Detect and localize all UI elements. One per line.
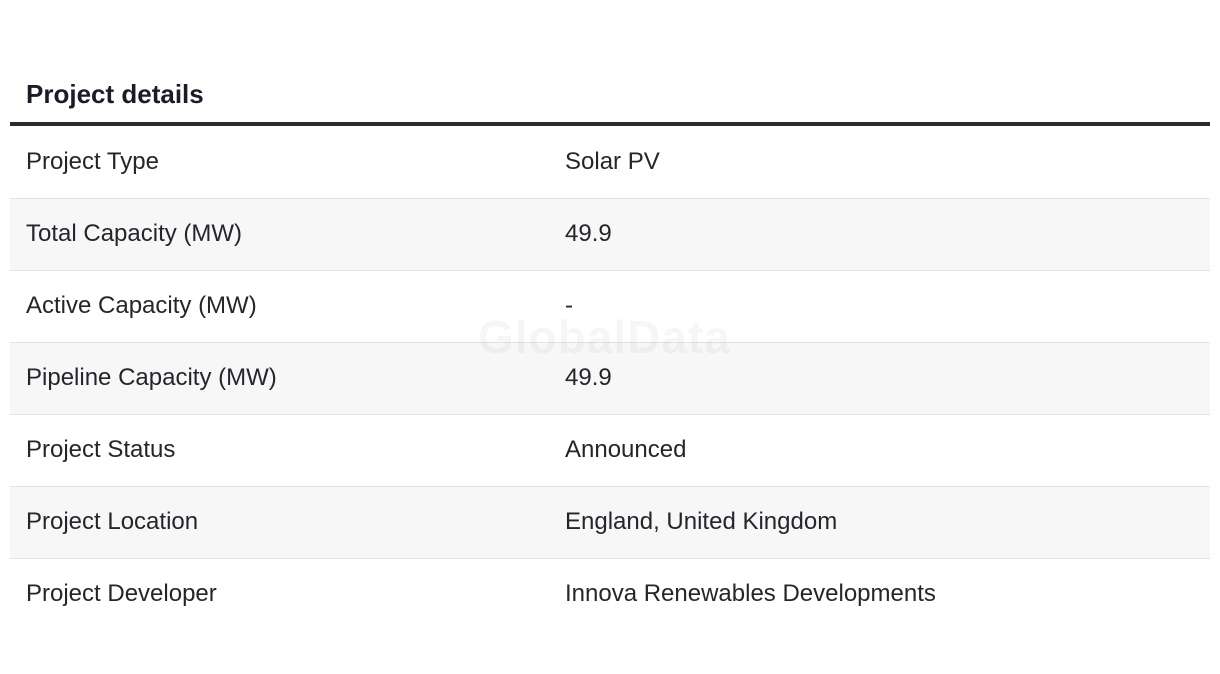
row-value: Announced — [565, 436, 687, 463]
row-label: Project Location — [26, 508, 199, 535]
row-label: Project Developer — [26, 580, 217, 608]
row-value: 49.9 — [565, 364, 612, 391]
table-row-active-capacity: Active Capacity (MW) - — [10, 270, 1210, 342]
project-details-table: Project Type Solar PV Total Capacity (MW… — [10, 126, 1210, 630]
row-label: Total Capacity (MW) — [26, 220, 243, 247]
row-value: Solar PV — [565, 147, 660, 175]
title-divider — [10, 122, 1210, 126]
project-details-section: Project details Project Type Solar PV To… — [10, 0, 1210, 630]
row-label: Project Type — [26, 147, 159, 175]
table-row-project-developer: Project Developer Innova Renewables Deve… — [10, 558, 1210, 630]
table-row-project-status: Project Status Announced — [10, 414, 1210, 486]
table-row-pipeline-capacity: Pipeline Capacity (MW) 49.9 — [10, 342, 1210, 414]
row-value: - — [565, 292, 573, 319]
row-label: Active Capacity (MW) — [26, 292, 257, 319]
row-value: 49.9 — [565, 220, 612, 247]
row-value: Innova Renewables Developments — [565, 580, 936, 608]
row-label: Pipeline Capacity (MW) — [26, 364, 277, 391]
section-title: Project details — [26, 79, 204, 109]
row-value: England, United Kingdom — [565, 508, 838, 535]
table-row-total-capacity: Total Capacity (MW) 49.9 — [10, 198, 1210, 270]
table-row-project-type: Project Type Solar PV — [10, 126, 1210, 198]
row-label: Project Status — [26, 436, 176, 463]
table-row-project-location: Project Location England, United Kingdom — [10, 486, 1210, 558]
